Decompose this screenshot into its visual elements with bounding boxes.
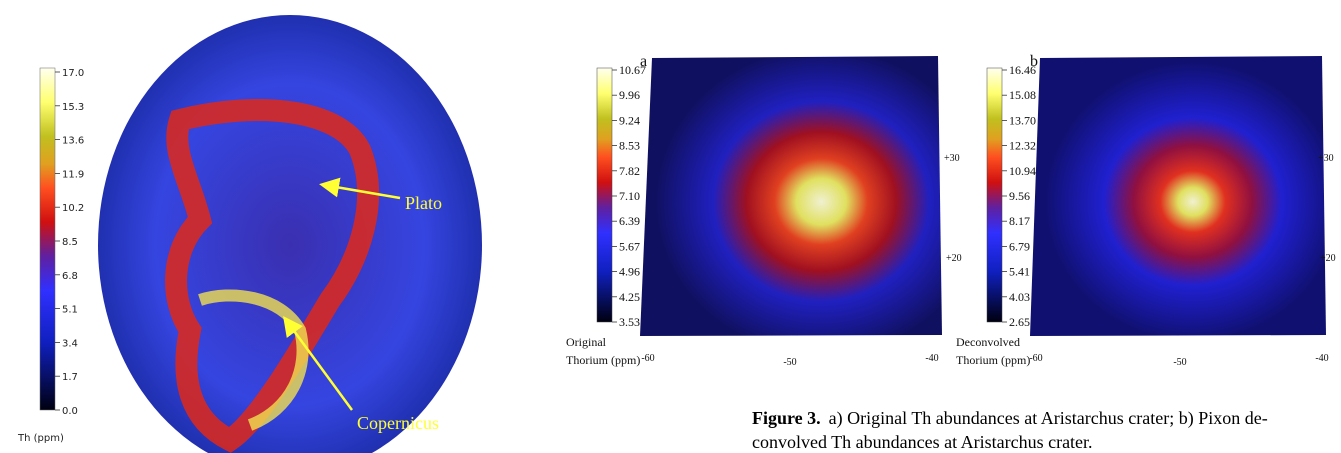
thorium-map: [640, 56, 942, 336]
colorbar-tick-label: 15.3: [62, 102, 84, 113]
caption-text: a) Original Th abundances at Aristarchus…: [829, 408, 1268, 429]
x-tick-label: -60: [641, 353, 654, 364]
y-tick-label: +30: [944, 153, 960, 164]
colorbar-tick-label: 8.5: [62, 237, 78, 248]
colorbar-tick-label: 13.70: [1009, 113, 1036, 127]
colorbar-tick-label: 10.67: [619, 63, 646, 77]
colorbar-tick-label: 6.79: [1009, 239, 1030, 253]
y-tick-label: +30: [1318, 153, 1334, 164]
colorbar-tick-label: 7.82: [619, 164, 640, 178]
colorbar-tick-label: 11.9: [62, 169, 84, 180]
x-tick-label: -50: [783, 357, 796, 368]
caption: Figure 3. a) Original Th abundances at Ar…: [752, 408, 1268, 429]
caption-label: Figure 3.: [752, 408, 821, 428]
colorbar-tick-label: 6.8: [62, 271, 78, 282]
colorbar-tick-label: 15.08: [1009, 88, 1036, 102]
colorbar-tick-label: 4.03: [1009, 290, 1030, 304]
colorbar-tick-label: 3.53: [619, 315, 640, 329]
colorbar-tick-label: 2.65: [1009, 315, 1030, 329]
colorbar-tick-label: 9.96: [619, 88, 640, 102]
caption-text: convolved Th abundances at Aristarchus c…: [752, 432, 1093, 452]
colorbar-tick-label: 13.6: [62, 136, 84, 147]
x-tick-label: -50: [1173, 357, 1186, 368]
colorbar-tick-label: 9.24: [619, 113, 640, 127]
x-tick-label: -60: [1029, 353, 1042, 364]
x-tick-label: -40: [1315, 353, 1328, 364]
colorbar-label: Thorium (ppm): [956, 353, 1030, 367]
figure: Plato Copernicus Th (ppm) a Original Tho…: [0, 0, 1341, 453]
colorbar-tick-label: 4.25: [619, 290, 640, 304]
colorbar-tick-label: 12.32: [1009, 139, 1036, 153]
colorbar-label: Th (ppm): [17, 433, 64, 444]
colorbar-tick-label: 4.96: [619, 265, 640, 279]
y-tick-label: +20: [946, 253, 962, 264]
colorbar: [40, 68, 55, 410]
annotation: Plato: [405, 193, 442, 213]
colorbar-label: Original: [566, 335, 607, 349]
colorbar-tick-label: 8.17: [1009, 214, 1030, 228]
colorbar-tick-label: 16.46: [1009, 63, 1036, 77]
colorbar-tick-label: 1.7: [62, 372, 78, 383]
colorbar-tick-label: 9.56: [1009, 189, 1030, 203]
x-tick-label: -40: [925, 353, 938, 364]
colorbar-label: Deconvolved: [956, 335, 1020, 349]
colorbar-tick-label: 10.2: [62, 203, 84, 214]
colorbar-tick-label: 7.10: [619, 189, 640, 203]
colorbar-tick-label: 17.0: [62, 68, 84, 79]
colorbar-tick-label: 3.4: [62, 338, 78, 349]
colorbar: [597, 68, 612, 322]
thorium-map: [1030, 56, 1326, 336]
colorbar-tick-label: 5.1: [62, 305, 78, 316]
annotation: Copernicus: [357, 413, 439, 433]
colorbar-tick-label: 5.67: [619, 239, 640, 253]
colorbar-tick-label: 0.0: [62, 406, 78, 417]
colorbar-label: Thorium (ppm): [566, 353, 640, 367]
y-tick-label: +20: [1320, 253, 1336, 264]
colorbar-tick-label: 6.39: [619, 214, 640, 228]
colorbar-tick-label: 5.41: [1009, 265, 1030, 279]
colorbar-tick-label: 10.94: [1009, 164, 1036, 178]
colorbar-tick-label: 8.53: [619, 139, 640, 153]
colorbar: [987, 68, 1002, 322]
